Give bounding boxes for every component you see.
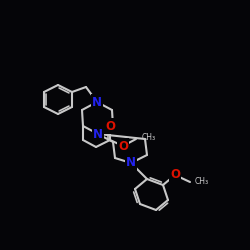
- Text: N: N: [126, 156, 136, 170]
- Text: O: O: [105, 120, 115, 132]
- Text: CH₃: CH₃: [195, 178, 209, 186]
- Text: O: O: [118, 140, 128, 152]
- Text: N: N: [93, 128, 103, 140]
- Text: N: N: [92, 96, 102, 108]
- Text: O: O: [170, 168, 180, 181]
- Text: CH₃: CH₃: [142, 132, 156, 141]
